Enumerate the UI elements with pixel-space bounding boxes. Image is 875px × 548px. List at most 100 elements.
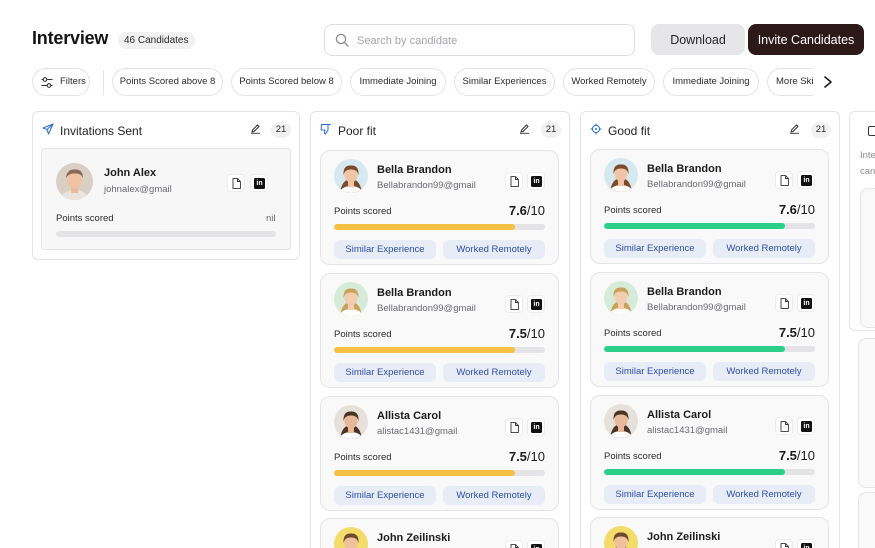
tag-worked-remotely[interactable]: Worked Remotely <box>713 485 815 504</box>
progress-fill <box>604 223 786 229</box>
column-partially-visible: Inte can <box>849 111 875 478</box>
tag-worked-remotely[interactable]: Worked Remotely <box>443 486 545 505</box>
chip-similar-experiences[interactable]: Similar Experiences <box>454 68 555 96</box>
column-header: Good fit 21 <box>581 112 839 148</box>
candidate-card[interactable]: Allista Carol alistac1431@gmail in Points s… <box>320 396 559 511</box>
candidate-card[interactable]: John Zeilinski in <box>320 518 559 548</box>
resume-button[interactable] <box>227 174 245 192</box>
avatar <box>56 163 93 200</box>
candidate-email: Bellabrandon99@gmail <box>647 302 746 313</box>
chip-points-below-8[interactable]: Points Scored below 8 <box>231 68 342 96</box>
candidate-card[interactable]: Bella Brandon Bellabrandon99@gmail in Point… <box>590 149 829 264</box>
candidate-card[interactable] <box>858 492 875 548</box>
linkedin-button[interactable]: in <box>797 294 815 312</box>
tag-worked-remotely[interactable]: Worked Remotely <box>713 362 815 381</box>
candidate-card[interactable] <box>858 338 875 488</box>
search-icon <box>335 33 349 47</box>
search-box[interactable] <box>324 24 635 56</box>
tag-worked-remotely[interactable]: Worked Remotely <box>443 363 545 382</box>
linkedin-button[interactable]: in <box>250 174 268 192</box>
linkedin-button[interactable]: in <box>527 295 545 313</box>
avatar <box>604 281 638 315</box>
resume-button[interactable] <box>505 418 523 436</box>
resume-button[interactable] <box>775 171 793 189</box>
progress-track <box>604 469 815 475</box>
score-value: 7.6 <box>778 202 797 217</box>
column-header: Invitations Sent 21 <box>33 112 299 148</box>
score-total: /10 <box>526 203 545 218</box>
progress-track <box>334 470 545 476</box>
progress-track <box>604 346 815 352</box>
tag-similar-experience[interactable]: Similar Experience <box>604 485 706 504</box>
candidate-card[interactable]: Bella Brandon Bellabrandon99@gmail in Point… <box>590 272 829 387</box>
candidate-name: John Zeilinski <box>647 531 721 543</box>
linkedin-button[interactable]: in <box>527 540 545 548</box>
candidate-name: Allista Carol <box>647 409 712 421</box>
chip-points-above-8[interactable]: Points Scored above 8 <box>112 68 223 96</box>
avatar <box>334 405 368 439</box>
resume-button[interactable] <box>505 540 523 548</box>
candidate-email: alistac1431@gmail <box>647 425 728 436</box>
points-score: 7.6/10 <box>471 203 545 218</box>
resume-button[interactable] <box>775 417 793 435</box>
candidate-name: Allista Carol <box>377 410 442 422</box>
paper-plane-icon <box>42 123 54 135</box>
pencil-icon[interactable] <box>789 123 800 134</box>
tag-similar-experience[interactable]: Similar Experience <box>604 239 706 258</box>
candidate-card[interactable] <box>860 188 875 328</box>
candidate-card[interactable]: Allista Carol alistac1431@gmail in Points s… <box>590 395 829 510</box>
linkedin-icon: in <box>531 422 542 433</box>
tag-similar-experience[interactable]: Similar Experience <box>334 486 436 505</box>
linkedin-button[interactable]: in <box>797 171 815 189</box>
score-value: 7.5 <box>778 448 797 463</box>
points-score: 7.5/10 <box>741 325 815 340</box>
column-text: can <box>860 166 875 177</box>
chip-immediate-joining[interactable]: Immediate Joining <box>350 68 446 96</box>
tag-similar-experience[interactable]: Similar Experience <box>334 363 436 382</box>
column-title: Poor fit <box>338 124 377 138</box>
points-score: 7.5/10 <box>471 449 545 464</box>
chip-more-skills[interactable]: More Skills <box>767 68 813 96</box>
candidate-card[interactable]: John Zeilinski in <box>590 517 829 548</box>
linkedin-button[interactable]: in <box>527 418 545 436</box>
resume-button[interactable] <box>505 295 523 313</box>
candidate-email: alistac1431@gmail <box>377 426 458 437</box>
chevron-right-icon[interactable] <box>822 75 834 89</box>
linkedin-button[interactable]: in <box>527 172 545 190</box>
chip-immediate-joining-2[interactable]: Immediate Joining <box>663 68 759 96</box>
resume-button[interactable] <box>775 294 793 312</box>
candidate-card[interactable]: Bella Brandon Bellabrandon99@gmail in Point… <box>320 150 559 265</box>
linkedin-icon: in <box>801 543 812 548</box>
tag-worked-remotely[interactable]: Worked Remotely <box>713 239 815 258</box>
candidate-name: Bella Brandon <box>647 163 722 175</box>
candidate-count-badge: 46 Candidates <box>118 32 195 49</box>
thumbs-down-icon <box>320 123 331 135</box>
page-title: Interview <box>32 28 109 48</box>
filters-button[interactable]: Filters <box>32 68 90 96</box>
tag-similar-experience[interactable]: Similar Experience <box>604 362 706 381</box>
pencil-icon[interactable] <box>519 123 530 134</box>
points-label: Points scored <box>604 205 662 216</box>
document-icon <box>780 543 789 548</box>
tag-worked-remotely[interactable]: Worked Remotely <box>443 240 545 259</box>
candidate-name: John Alex <box>104 167 157 179</box>
search-input[interactable] <box>357 31 627 51</box>
column-invitations-sent: Invitations Sent 21 John Alex johnalex@g… <box>32 111 300 260</box>
candidate-name: Bella Brandon <box>647 286 722 298</box>
candidate-email: Bellabrandon99@gmail <box>647 179 746 190</box>
download-button[interactable]: Download <box>651 24 745 55</box>
candidate-card[interactable]: John Alex johnalex@gmail in Points score… <box>41 148 291 250</box>
invite-candidates-button[interactable]: Invite Candidates <box>748 24 864 55</box>
tag-similar-experience[interactable]: Similar Experience <box>334 240 436 259</box>
avatar <box>334 159 368 193</box>
resume-button[interactable] <box>775 539 793 548</box>
score-total: /10 <box>796 202 815 217</box>
pencil-icon[interactable] <box>250 123 261 134</box>
candidate-card[interactable]: Bella Brandon Bellabrandon99@gmail in Point… <box>320 273 559 388</box>
resume-button[interactable] <box>505 172 523 190</box>
linkedin-button[interactable]: in <box>797 539 815 548</box>
chip-worked-remotely[interactable]: Worked Remotely <box>563 68 655 96</box>
column-count: 21 <box>271 122 291 138</box>
linkedin-button[interactable]: in <box>797 417 815 435</box>
document-icon <box>780 421 789 432</box>
